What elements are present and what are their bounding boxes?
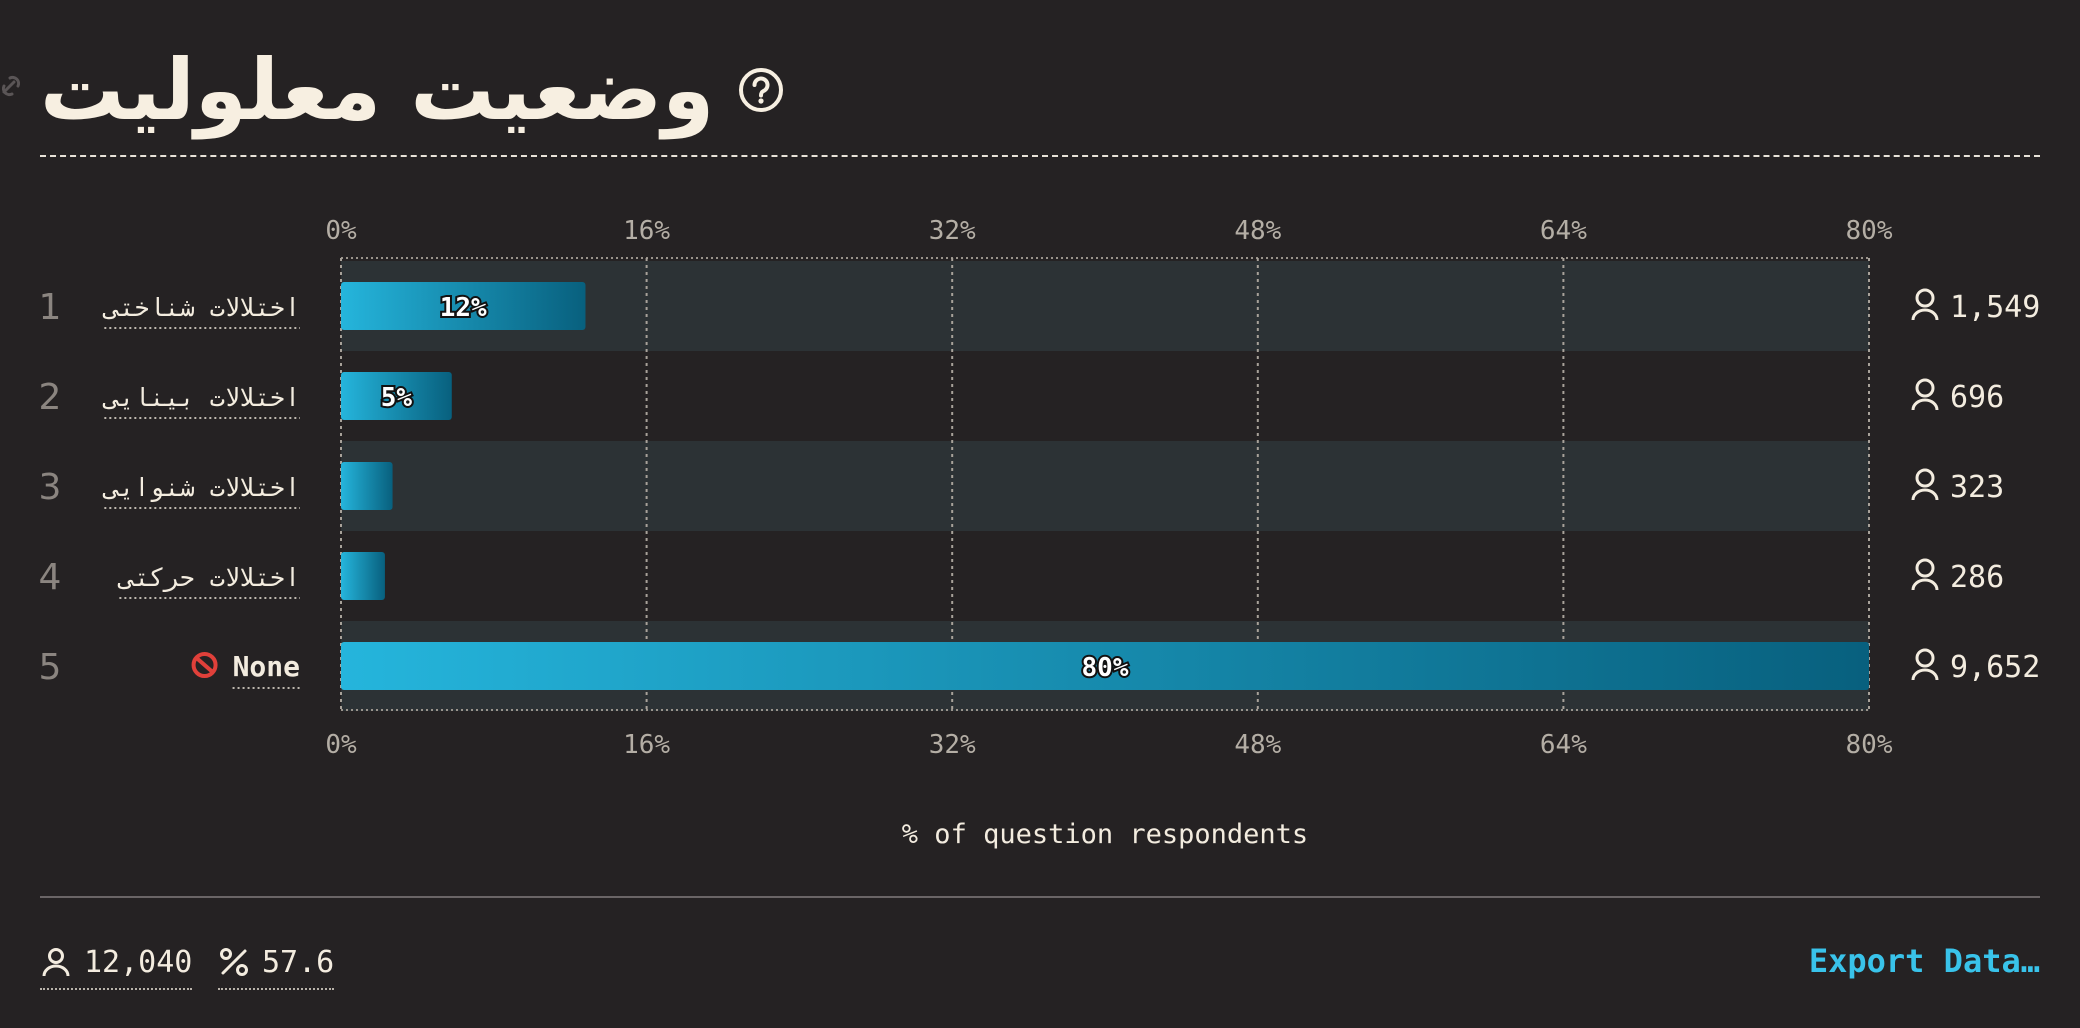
category-label: اختلالات حرکتی [117,563,300,592]
user-icon [1917,560,1933,576]
x-tick-label-bottom: 0% [325,730,357,760]
x-tick-label-top: 48% [1234,216,1281,246]
x-tick-label-top: 0% [325,216,357,246]
no-entry-icon-slash [197,658,213,672]
user-icon-body [1913,400,1937,410]
rank-number: 4 [39,557,62,598]
user-icon-body [1913,580,1937,590]
user-icon [1917,380,1933,396]
x-tick-label-bottom: 48% [1234,730,1281,760]
x-tick-label-bottom: 16% [623,730,670,760]
respondent-count: 9,652 [1950,650,2040,685]
bar-value-label: 12% [440,293,487,323]
respondent-count: 286 [1950,560,2004,595]
x-tick-label-bottom: 80% [1846,730,1893,760]
response-rate-value: 57.6 [262,945,334,980]
row-band [341,441,1869,531]
category-label: اختلالات شناختی [102,293,300,322]
total-respondents-value: 12,040 [84,945,192,980]
category-label: None [233,650,300,683]
x-tick-label-top: 80% [1846,216,1893,246]
category-label: اختلالات شنوایی [102,473,300,502]
x-tick-label-top: 64% [1540,216,1587,246]
export-data-link[interactable]: Export Data… [1809,942,2040,980]
bar-value-label: 5% [381,383,413,413]
rank-number: 1 [39,287,62,328]
x-tick-label-bottom: 64% [1540,730,1587,760]
rank-number: 5 [39,647,62,688]
user-icon [1917,470,1933,486]
x-tick-label-top: 32% [929,216,976,246]
respondent-count: 323 [1950,470,2004,505]
response-rate[interactable]: 57.6 [218,940,334,990]
x-tick-label-top: 16% [623,216,670,246]
x-axis-title: % of question respondents [902,819,1308,850]
rank-number: 3 [39,467,62,508]
category-label: اختلالات بینایی [102,383,300,412]
user-icon-body [1913,310,1937,320]
total-respondents[interactable]: 12,040 [40,940,192,990]
x-tick-label-bottom: 32% [929,730,976,760]
bar [341,552,385,600]
respondent-count: 696 [1950,380,2004,415]
bar [341,462,393,510]
user-icon-body [1913,670,1937,680]
percent-icon [218,946,250,978]
bar-value-label: 80% [1082,653,1129,683]
user-icon [1917,290,1933,306]
footer-divider [40,896,2040,898]
respondent-count: 1,549 [1950,290,2040,325]
user-icon [40,946,72,978]
user-icon [1917,650,1933,666]
user-icon-body [1913,490,1937,500]
rank-number: 2 [39,377,62,418]
